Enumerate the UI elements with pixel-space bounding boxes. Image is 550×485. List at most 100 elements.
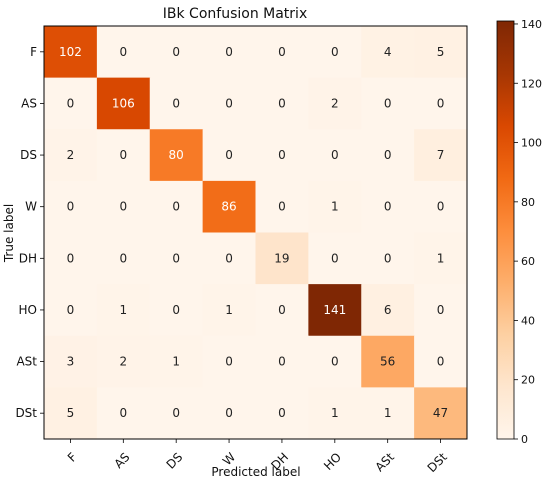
heatmap-cell: [44, 77, 98, 130]
cell-value-label: 0: [384, 200, 392, 214]
chart-title: IBk Confusion Matrix: [163, 6, 307, 22]
cell-value-label: 0: [437, 96, 445, 110]
heatmap-cell: [44, 129, 98, 182]
cell-value-label: 0: [172, 303, 180, 317]
cell-value-label: 56: [380, 355, 395, 369]
cell-value-label: 0: [331, 45, 339, 59]
cell-value-label: 0: [67, 200, 75, 214]
heatmap-cell: [202, 335, 256, 388]
cell-value-label: 0: [278, 45, 286, 59]
heatmap-cell: [202, 77, 256, 130]
y-tick-label: W: [25, 200, 37, 214]
cell-value-label: 0: [437, 355, 445, 369]
heatmap-cell: [361, 129, 415, 182]
heatmap-cell: [96, 335, 151, 388]
heatmap-cell: [361, 335, 415, 388]
heatmap-cell: [361, 232, 415, 285]
cell-value-label: 6: [384, 303, 392, 317]
cell-value-label: 106: [112, 96, 135, 110]
cell-value-label: 0: [278, 355, 286, 369]
heatmap-cell: [96, 232, 151, 285]
heatmap-cell: [96, 129, 151, 182]
heatmap-cell: [149, 284, 204, 337]
heatmap-cell: [202, 387, 256, 440]
heatmap-cell: [44, 387, 98, 440]
cell-value-label: 0: [278, 406, 286, 420]
cell-value-label: 0: [225, 406, 233, 420]
heatmap-cell: [414, 335, 468, 388]
cell-value-label: 2: [119, 355, 127, 369]
heatmap-cell: [96, 77, 151, 130]
heatmap-cell: [308, 232, 362, 285]
x-tick-label: HO: [321, 450, 344, 473]
cell-value-label: 0: [278, 96, 286, 110]
y-axis: F AS DS W DH HO ASt DSt: [15, 45, 44, 420]
cell-value-label: 5: [67, 406, 75, 420]
heatmap-cell: [255, 335, 309, 388]
heatmap-cell: [255, 387, 309, 440]
heatmap-cell: [255, 284, 309, 337]
heatmap-cell: [149, 129, 204, 182]
cell-value-label: 0: [437, 303, 445, 317]
cell-value-label: 0: [225, 45, 233, 59]
cell-value-label: 0: [119, 148, 127, 162]
heatmap-cell: [149, 387, 204, 440]
cell-value-label: 1: [331, 406, 339, 420]
x-tick-label: DS: [164, 450, 186, 472]
colorbar: [496, 20, 515, 440]
heatmap-cell: [44, 26, 98, 79]
colorbar-tick-label: 80: [521, 196, 535, 209]
heatmap-cells: 102 0 0 0 0 0 4 50 106 0 0 0 2 0 02 0 80 0 0 0 0 70 0 0 86 0 1 0 00 0…: [44, 26, 468, 440]
cell-value-label: 0: [172, 45, 180, 59]
heatmap-cell: [44, 232, 98, 285]
x-axis-label: Predicted label: [211, 465, 300, 479]
heatmap-cell: [255, 180, 309, 233]
cell-value-label: 0: [172, 406, 180, 420]
cell-value-label: 0: [437, 200, 445, 214]
heatmap-cell: [44, 335, 98, 388]
heatmap-cell: [308, 77, 362, 130]
cell-value-label: 4: [384, 45, 392, 59]
cell-value-label: 86: [221, 200, 236, 214]
cell-value-label: 0: [119, 200, 127, 214]
colorbar-axis: 0 20 40 60 80 100 120 140: [514, 18, 542, 446]
cell-value-label: 5: [437, 45, 445, 59]
heatmap-cell: [414, 77, 468, 130]
cell-value-label: 1: [225, 303, 233, 317]
colorbar-tick-label: 100: [521, 137, 542, 150]
heatmap-cell: [414, 232, 468, 285]
heatmap-cell: [361, 26, 415, 79]
cell-value-label: 1: [437, 251, 445, 265]
cell-value-label: 0: [172, 200, 180, 214]
cell-value-label: 0: [384, 148, 392, 162]
heatmap-cell: [149, 77, 204, 130]
cell-value-label: 80: [169, 148, 184, 162]
heatmap-cell: [149, 180, 204, 233]
heatmap-cell: [308, 335, 362, 388]
cell-value-label: 0: [119, 251, 127, 265]
heatmap-cell: [202, 129, 256, 182]
heatmap-cell: [96, 387, 151, 440]
y-tick-label: AS: [21, 96, 37, 110]
cell-value-label: 2: [331, 96, 339, 110]
cell-value-label: 47: [433, 406, 448, 420]
heatmap-cell: [255, 232, 309, 285]
cell-value-label: 1: [384, 406, 392, 420]
heatmap-cell: [361, 387, 415, 440]
heatmap-cell: [202, 232, 256, 285]
cell-value-label: 0: [331, 148, 339, 162]
y-tick-label: DH: [19, 251, 37, 265]
cell-value-label: 0: [119, 406, 127, 420]
cell-value-label: 0: [225, 148, 233, 162]
cell-value-label: 0: [384, 251, 392, 265]
heatmap-cell: [202, 284, 256, 337]
heatmap-cell: [149, 335, 204, 388]
heatmap-cell: [414, 284, 468, 337]
cell-value-label: 0: [225, 251, 233, 265]
cell-value-label: 2: [67, 148, 75, 162]
heatmap-cell: [96, 26, 151, 79]
heatmap-cell: [361, 77, 415, 130]
plot-frame: [43, 25, 468, 440]
heatmap-cell: [308, 387, 362, 440]
